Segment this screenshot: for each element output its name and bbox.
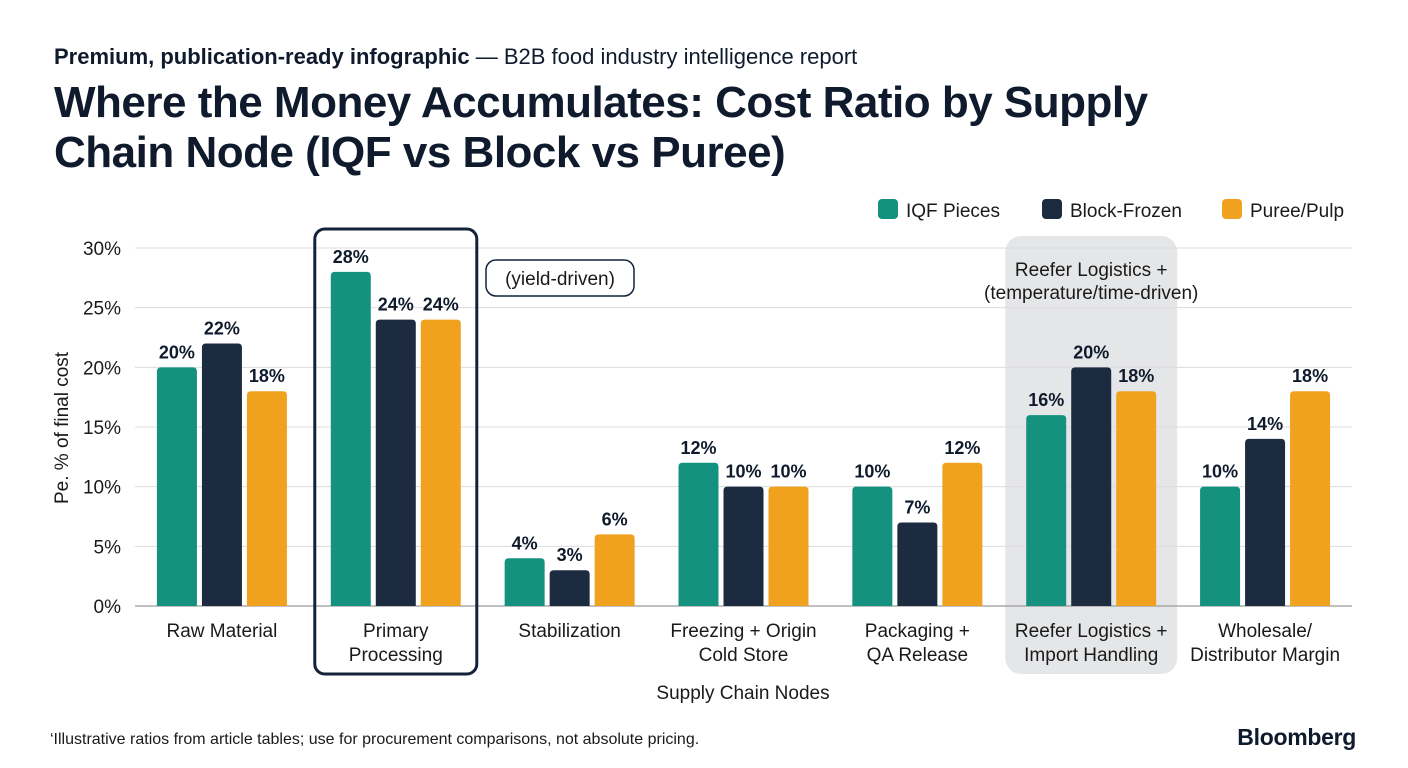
- x-tick-label: Primary: [363, 621, 429, 642]
- x-tick-label: Stabilization: [518, 621, 620, 642]
- yield-annotation-text: (yield-driven): [505, 269, 615, 290]
- bar: [246, 391, 287, 606]
- x-tick-label: Packaging +: [865, 621, 970, 642]
- data-label: 3%: [557, 545, 583, 565]
- data-label: 18%: [249, 366, 285, 386]
- data-label: 18%: [1292, 366, 1328, 386]
- bar: [852, 486, 893, 606]
- data-label: 4%: [512, 533, 538, 553]
- x-tick-label: Cold Store: [699, 645, 789, 666]
- data-label: 10%: [725, 462, 761, 482]
- x-tick-label: Reefer Logistics +: [1015, 621, 1168, 642]
- bar: [1116, 391, 1157, 606]
- bar: [201, 343, 242, 606]
- bar: [420, 319, 461, 606]
- bar: [1290, 391, 1331, 606]
- x-tick-label: Distributor Margin: [1190, 645, 1340, 666]
- y-tick-label: 0%: [94, 597, 122, 618]
- bar: [330, 271, 371, 606]
- reefer-annotation-line1: Reefer Logistics +: [1015, 260, 1168, 281]
- bar: [375, 319, 416, 606]
- y-tick-label: 20%: [83, 358, 121, 379]
- bar: [897, 522, 938, 606]
- y-tick-label: 15%: [83, 418, 121, 439]
- bar: [594, 534, 635, 606]
- data-label: 10%: [854, 462, 890, 482]
- data-label: 12%: [944, 438, 980, 458]
- kicker-bold: Premium, publication-ready infographic: [54, 44, 470, 69]
- y-tick-label: 10%: [83, 478, 121, 499]
- data-label: 20%: [1073, 342, 1109, 362]
- y-axis-label: Pe. % of final cost: [52, 351, 73, 504]
- legend-swatch: [1042, 199, 1062, 219]
- bar: [768, 486, 809, 606]
- yield-annotation-box: [485, 259, 635, 297]
- y-tick-label: 5%: [94, 537, 122, 558]
- data-label: 22%: [204, 318, 240, 338]
- bar: [156, 367, 197, 606]
- data-label: 28%: [333, 247, 369, 267]
- legend-swatch: [1222, 199, 1242, 219]
- report-kicker: Premium, publication-ready infographic —…: [54, 44, 857, 70]
- bar: [1245, 438, 1286, 606]
- data-label: 6%: [602, 509, 628, 529]
- data-label: 10%: [770, 462, 806, 482]
- x-axis-label: Supply Chain Nodes: [656, 683, 829, 704]
- legend-label: Block-Frozen: [1070, 201, 1182, 222]
- legend-swatch: [878, 199, 898, 219]
- bar: [1200, 486, 1241, 606]
- x-tick-label: Wholesale/: [1218, 621, 1313, 642]
- x-tick-label: Freezing + Origin: [670, 621, 816, 642]
- bar: [549, 570, 590, 606]
- data-label: 18%: [1118, 366, 1154, 386]
- bar: [1026, 415, 1067, 606]
- x-tick-label: Import Handling: [1024, 645, 1158, 666]
- data-label: 10%: [1202, 462, 1238, 482]
- y-tick-label: 25%: [83, 299, 121, 320]
- footnote: ‘Illustrative ratios from article tables…: [50, 731, 700, 748]
- highlight-outline-box: [313, 227, 479, 676]
- bar: [1071, 367, 1112, 606]
- bar: [723, 486, 764, 606]
- data-label: 20%: [159, 342, 195, 362]
- data-label: 14%: [1247, 414, 1283, 434]
- legend-label: IQF Pieces: [906, 201, 1000, 222]
- data-label: 16%: [1028, 390, 1064, 410]
- bar: [678, 462, 719, 606]
- y-tick-label: 30%: [83, 239, 121, 260]
- x-tick-label: Raw Material: [166, 621, 277, 642]
- reefer-annotation-line2: (temperature/time-driven): [984, 283, 1198, 304]
- data-label: 12%: [680, 438, 716, 458]
- chart-title: Where the Money Accumulates: Cost Ratio …: [54, 78, 1148, 177]
- data-label: 24%: [378, 295, 414, 315]
- x-tick-label: Processing: [349, 645, 443, 666]
- bar: [942, 462, 983, 606]
- x-tick-label: QA Release: [867, 645, 968, 666]
- data-label: 24%: [423, 295, 459, 315]
- kicker-rest: — B2B food industry intelligence report: [469, 44, 858, 69]
- bar: [504, 558, 545, 606]
- brand-logo: Bloomberg: [1237, 724, 1356, 750]
- data-label: 7%: [904, 497, 930, 517]
- legend-label: Puree/Pulp: [1250, 201, 1344, 222]
